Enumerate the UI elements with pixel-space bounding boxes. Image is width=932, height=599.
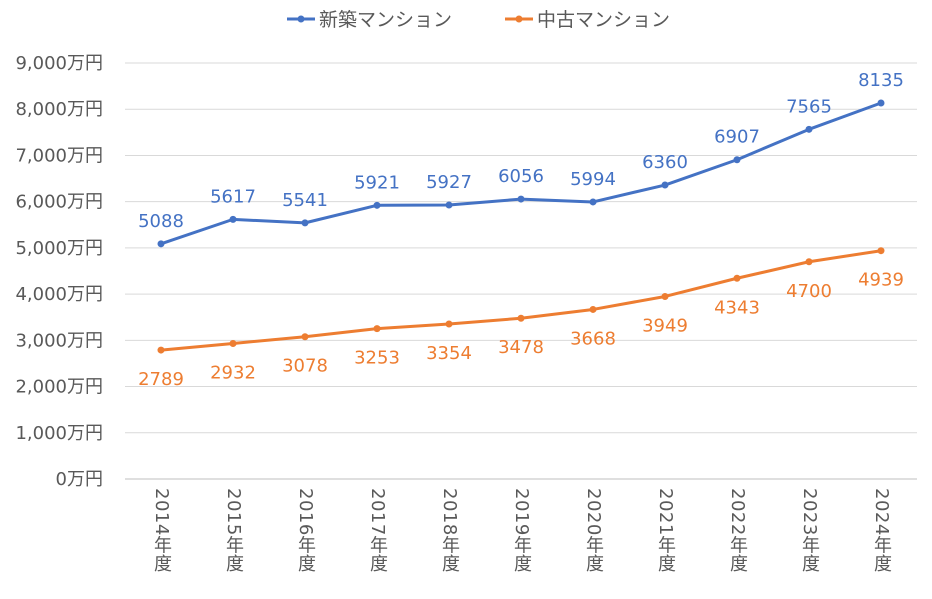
x-tick-label: 2014年度 (151, 488, 172, 573)
x-tick-label: 2024年度 (871, 488, 892, 573)
data-label: 4700 (786, 281, 832, 302)
y-tick-label: 4,000万円 (15, 284, 103, 305)
y-tick-label: 6,000万円 (15, 192, 103, 213)
data-point (373, 201, 381, 209)
data-label: 5927 (426, 172, 472, 193)
data-label: 5088 (138, 211, 184, 232)
data-label: 2789 (138, 369, 184, 390)
x-tick-label: 2017年度 (367, 488, 388, 573)
data-point (517, 195, 525, 203)
x-tick-label: 2018年度 (439, 488, 460, 573)
y-tick-label: 5,000万円 (15, 238, 103, 259)
legend-label: 新築マンション (319, 9, 452, 31)
x-tick-label: 2015年度 (223, 488, 244, 573)
data-point (805, 258, 813, 266)
legend-label: 中古マンション (537, 9, 670, 31)
data-point (157, 240, 165, 248)
y-tick-label: 3,000万円 (15, 330, 103, 351)
data-label: 4343 (714, 297, 760, 318)
data-point (661, 292, 669, 300)
data-point (877, 247, 885, 255)
data-point (229, 215, 237, 223)
data-point (877, 99, 885, 107)
data-point (445, 201, 453, 209)
x-tick-label: 2023年度 (799, 488, 820, 573)
y-tick-label: 2,000万円 (15, 377, 103, 398)
x-tick-label: 2021年度 (655, 488, 676, 573)
data-label: 5921 (354, 172, 400, 193)
data-label: 4939 (858, 270, 904, 291)
x-tick-label: 2022年度 (727, 488, 748, 573)
data-label: 5617 (210, 186, 256, 207)
y-tick-label: 9,000万円 (15, 53, 103, 74)
data-point (301, 219, 309, 227)
x-tick-label: 2020年度 (583, 488, 604, 573)
data-point (589, 305, 597, 313)
data-label: 5994 (570, 169, 616, 190)
data-point (301, 333, 309, 341)
data-point (589, 198, 597, 206)
data-point (229, 339, 237, 347)
data-label: 6907 (714, 127, 760, 148)
data-label: 3354 (426, 343, 472, 364)
data-label: 7565 (786, 96, 832, 117)
data-label: 3078 (282, 356, 328, 377)
y-tick-label: 8,000万円 (15, 99, 103, 120)
data-label: 6056 (498, 166, 544, 187)
data-label: 3949 (642, 315, 688, 336)
data-label: 3668 (570, 328, 616, 349)
data-label: 3253 (354, 348, 400, 369)
y-tick-label: 1,000万円 (15, 423, 103, 444)
x-tick-label: 2019年度 (511, 488, 532, 573)
data-point (157, 346, 165, 354)
y-tick-label: 7,000万円 (15, 145, 103, 166)
legend-marker (515, 15, 523, 23)
data-point (517, 314, 525, 322)
data-point (733, 274, 741, 282)
data-label: 8135 (858, 70, 904, 91)
data-point (805, 125, 813, 133)
data-point (373, 325, 381, 333)
data-label: 6360 (642, 152, 688, 173)
legend-marker (297, 15, 305, 23)
data-label: 5541 (282, 190, 328, 211)
data-point (445, 320, 453, 328)
data-point (733, 156, 741, 164)
data-label: 2932 (210, 362, 256, 383)
data-label: 3478 (498, 337, 544, 358)
series-line (160, 249, 882, 352)
y-tick-label: 0万円 (56, 469, 103, 490)
data-point (661, 181, 669, 189)
x-tick-label: 2016年度 (295, 488, 316, 573)
